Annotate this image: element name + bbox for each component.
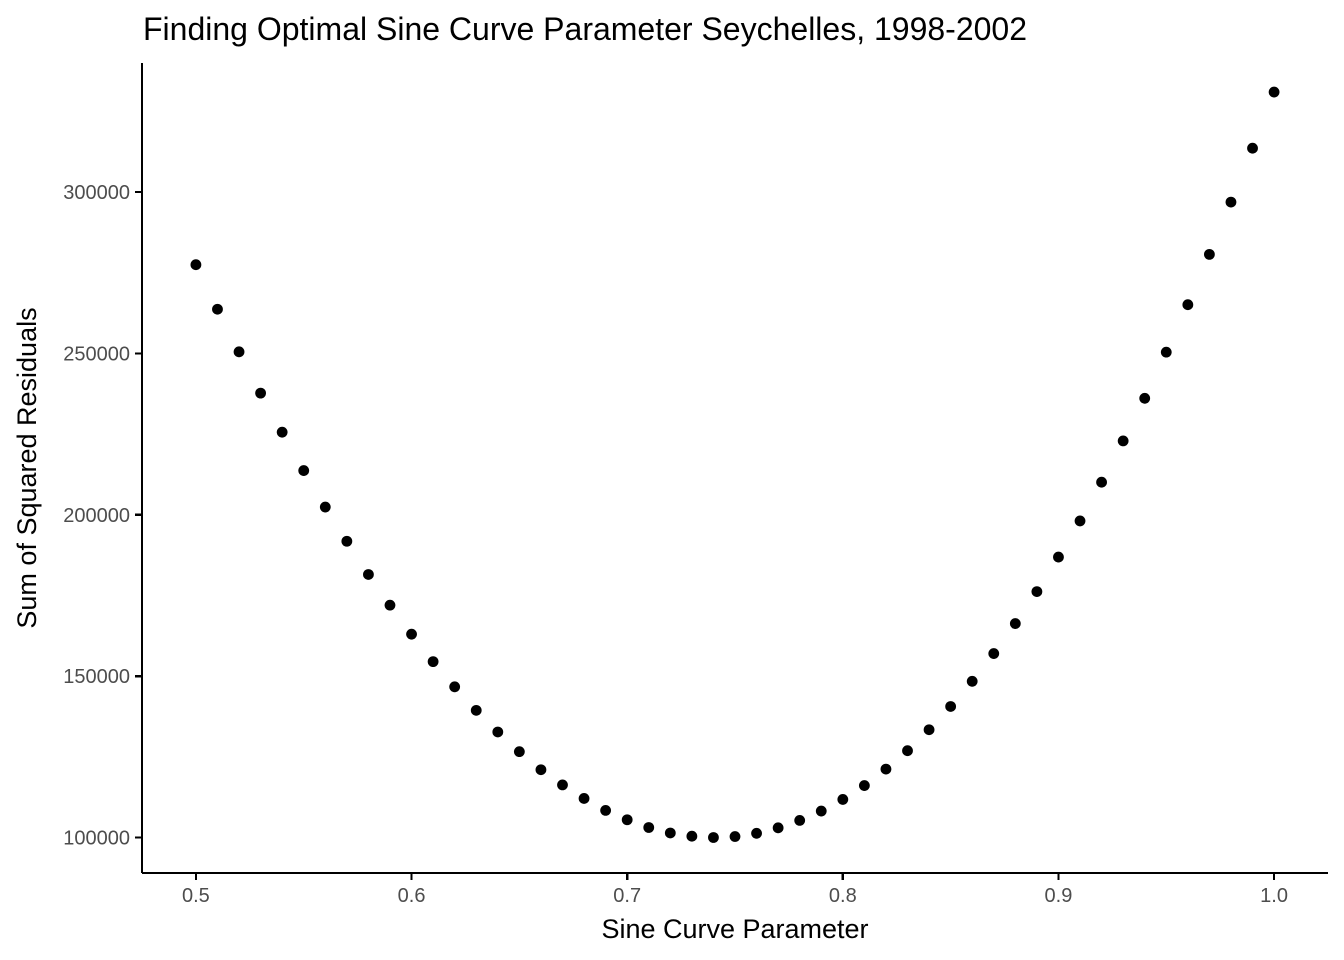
data-point (600, 804, 612, 816)
x-tick-label: 0.9 (1045, 885, 1073, 907)
plot-area (190, 86, 1280, 843)
data-point (643, 822, 655, 833)
y-tick-label: 100000 (63, 828, 130, 850)
data-point (794, 815, 806, 826)
data-point (772, 822, 784, 834)
data-point (858, 780, 870, 791)
data-point (276, 426, 288, 438)
chart-title: Finding Optimal Sine Curve Parameter Sey… (143, 11, 1027, 47)
data-point (233, 346, 245, 358)
data-point (470, 704, 482, 716)
data-point (449, 681, 461, 693)
data-point (427, 656, 439, 668)
data-point (384, 599, 396, 611)
data-point (319, 501, 331, 513)
data-point (557, 779, 568, 791)
data-point (1268, 86, 1280, 98)
data-point (1009, 618, 1021, 629)
data-point (298, 465, 310, 476)
data-point (837, 794, 849, 805)
data-point (492, 726, 504, 738)
data-point (1139, 392, 1151, 404)
data-point (621, 814, 633, 826)
data-point (578, 793, 590, 804)
x-axis-label: Sine Curve Parameter (601, 914, 868, 944)
data-point (341, 535, 353, 547)
data-point (1031, 586, 1043, 597)
data-point (406, 628, 417, 640)
y-tick-label: 150000 (63, 666, 130, 688)
data-point (212, 303, 223, 315)
data-point (1225, 196, 1237, 208)
data-point (190, 259, 202, 271)
y-tick-label: 300000 (63, 182, 130, 204)
data-point (535, 764, 547, 776)
data-point (751, 827, 762, 839)
x-axis-ticks: 0.5 0.6 0.7 0.8 0.9 1.0 (182, 873, 1288, 907)
data-point (880, 763, 892, 775)
data-point (1117, 435, 1129, 447)
x-tick-label: 0.8 (829, 885, 857, 907)
y-tick-label: 200000 (63, 505, 130, 527)
y-tick-label: 250000 (63, 343, 130, 365)
data-point (1096, 476, 1107, 488)
data-point (815, 805, 827, 817)
x-tick-label: 0.6 (398, 885, 426, 907)
x-tick-label: 0.5 (182, 885, 210, 907)
x-tick-label: 0.7 (613, 885, 641, 907)
y-axis-label: Sum of Squared Residuals (12, 307, 42, 628)
y-axis-ticks: 100000 150000 200000 250000 300000 (63, 182, 142, 850)
data-point (1182, 299, 1194, 311)
data-point (1053, 551, 1064, 563)
data-point (708, 832, 719, 843)
data-point (513, 746, 525, 758)
data-point (902, 745, 913, 757)
data-point (729, 831, 741, 842)
x-tick-label: 1.0 (1260, 885, 1288, 907)
data-point (1074, 515, 1086, 527)
data-point (966, 675, 978, 687)
data-point (923, 724, 935, 736)
data-point (255, 387, 266, 399)
data-point (945, 701, 957, 712)
data-point (1160, 346, 1172, 358)
data-point (363, 569, 374, 580)
data-point (686, 830, 698, 842)
data-point (988, 648, 1000, 659)
data-points (190, 86, 1280, 843)
data-point (664, 827, 676, 839)
data-point (1247, 142, 1258, 154)
data-point (1204, 248, 1215, 260)
